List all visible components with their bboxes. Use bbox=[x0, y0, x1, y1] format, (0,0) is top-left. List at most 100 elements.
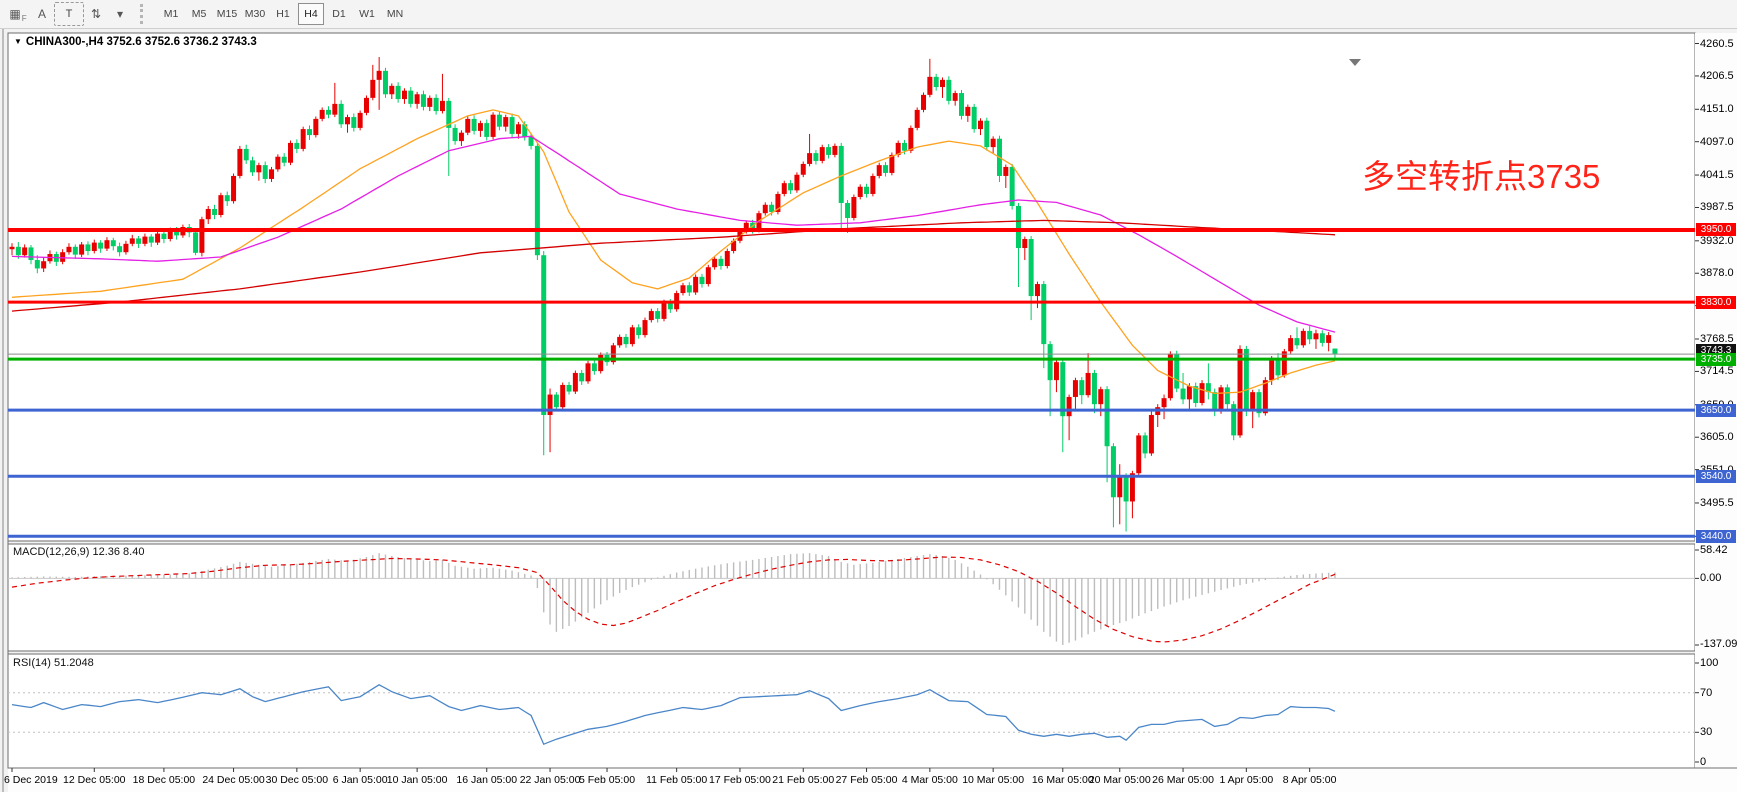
candle-body bbox=[401, 90, 407, 100]
candle-body bbox=[218, 195, 224, 215]
price-level-badge-3830.0: 3830.0 bbox=[1696, 295, 1736, 309]
candle-body bbox=[427, 97, 433, 107]
candle-body bbox=[1091, 372, 1097, 405]
candle-body bbox=[370, 79, 376, 98]
candle-body bbox=[446, 100, 452, 128]
candle-body bbox=[1212, 392, 1218, 412]
candle-body bbox=[522, 124, 528, 137]
time-tick-label: 10 Jan 05:00 bbox=[386, 774, 448, 786]
candle-body bbox=[91, 242, 97, 252]
candle-body bbox=[579, 372, 585, 382]
arrow-style-icon[interactable]: ⇅ bbox=[84, 2, 108, 26]
candle-body bbox=[1326, 335, 1332, 343]
timeframe-button-M5[interactable]: M5 bbox=[191, 8, 207, 20]
price-axis-strip[interactable] bbox=[1695, 33, 1737, 768]
candle-body bbox=[1275, 359, 1281, 376]
timeframe-button-M30[interactable]: M30 bbox=[244, 8, 266, 20]
candle-body bbox=[908, 127, 914, 151]
letter-a-icon[interactable]: A bbox=[30, 2, 54, 26]
ma-slow-darkred-line[interactable] bbox=[11, 219, 1336, 312]
timeframe-button-M1[interactable]: M1 bbox=[163, 8, 179, 20]
symbol-dropdown-icon[interactable]: ▼ bbox=[14, 37, 22, 46]
price-level-badge-3650.0: 3650.0 bbox=[1696, 403, 1736, 417]
price-tick-label: 3878.0 bbox=[1700, 267, 1734, 280]
candle-body bbox=[883, 165, 889, 173]
candle-body bbox=[1066, 396, 1072, 417]
candle-body bbox=[376, 70, 382, 80]
annotation-text: 多空转折点3735 bbox=[1362, 158, 1601, 195]
timeframe-button-W1[interactable]: W1 bbox=[359, 8, 375, 20]
candle-body bbox=[439, 100, 445, 112]
candle-body bbox=[800, 163, 806, 175]
candle-body bbox=[408, 90, 414, 104]
candle-body bbox=[1161, 398, 1167, 408]
timeframe-button-D1[interactable]: D1 bbox=[332, 8, 346, 20]
candle-body bbox=[167, 229, 173, 240]
candle-body bbox=[395, 85, 401, 100]
candle-body bbox=[319, 109, 325, 119]
candle-body bbox=[1218, 387, 1224, 412]
time-axis-strip[interactable] bbox=[8, 768, 1737, 792]
main-pane[interactable] bbox=[7, 32, 1696, 542]
candle-body bbox=[769, 204, 775, 212]
macd-pane[interactable] bbox=[7, 543, 1696, 652]
candle-body bbox=[458, 132, 464, 142]
candle-body bbox=[857, 186, 863, 197]
candle-body bbox=[433, 97, 439, 112]
candle-body bbox=[1104, 389, 1110, 447]
candle-body bbox=[971, 106, 977, 130]
candle-body bbox=[1041, 284, 1047, 345]
rsi-axis-label: 100 bbox=[1700, 657, 1719, 669]
toolbar-drag-handle[interactable] bbox=[140, 4, 149, 24]
price-level-badge-3440.0: 3440.0 bbox=[1696, 529, 1736, 543]
rsi-axis-label: 30 bbox=[1700, 726, 1713, 739]
candle-body bbox=[1136, 435, 1142, 474]
timeframe-button-MN[interactable]: MN bbox=[386, 8, 404, 20]
candle-body bbox=[1250, 392, 1256, 412]
ma-fast-orange-line[interactable] bbox=[11, 109, 1336, 395]
candle-body bbox=[9, 246, 15, 250]
candle-body bbox=[161, 233, 167, 240]
time-tick-label: 24 Dec 05:00 bbox=[202, 774, 265, 786]
candle-body bbox=[496, 114, 502, 127]
candle-body bbox=[22, 247, 28, 256]
candle-body bbox=[1034, 284, 1040, 297]
candle-body bbox=[838, 145, 844, 203]
candle-body bbox=[819, 147, 825, 161]
timeframe-button-M15[interactable]: M15 bbox=[216, 8, 238, 20]
timeframe-button-H1[interactable]: H1 bbox=[276, 8, 290, 20]
dropdown-caret-icon[interactable]: ▾ bbox=[108, 2, 132, 26]
time-tick-label: 12 Dec 05:00 bbox=[63, 774, 126, 786]
candle-body bbox=[642, 320, 648, 336]
candle-body bbox=[560, 384, 566, 408]
indicator-grid-icon[interactable]: ▦ F bbox=[6, 2, 30, 26]
candle-body bbox=[775, 193, 781, 212]
timeframe-button-H4[interactable]: H4 bbox=[298, 3, 324, 25]
candle-body bbox=[148, 236, 154, 243]
candle-body bbox=[781, 183, 787, 194]
candle-body bbox=[117, 246, 123, 253]
price-tick-label: 3495.5 bbox=[1700, 496, 1734, 509]
time-tick-label: 11 Feb 05:00 bbox=[646, 774, 708, 786]
dropdown-caret-icon-glyph: ▾ bbox=[116, 7, 124, 21]
candle-body bbox=[851, 196, 857, 218]
candle-body bbox=[718, 258, 724, 267]
macd-histogram bbox=[11, 553, 1336, 645]
candle-body bbox=[553, 394, 559, 408]
candle-body bbox=[591, 363, 597, 372]
chart-shift-marker-icon[interactable] bbox=[1349, 59, 1361, 66]
candle-body bbox=[959, 93, 964, 116]
candle-body bbox=[79, 244, 85, 255]
candle-body bbox=[832, 145, 838, 155]
candle-body bbox=[1167, 353, 1173, 399]
rsi-pane[interactable] bbox=[7, 653, 1696, 769]
candle-body bbox=[984, 120, 990, 148]
time-tick-label: 21 Feb 05:00 bbox=[772, 774, 835, 786]
macd-pane-label: MACD(12,26,9) 12.36 8.40 bbox=[13, 546, 145, 558]
candle-body bbox=[655, 311, 661, 319]
time-tick-label: 10 Mar 05:00 bbox=[962, 774, 1025, 786]
text-tool-icon[interactable]: T bbox=[54, 2, 84, 26]
candle-body bbox=[1148, 414, 1154, 454]
candle-body bbox=[1319, 333, 1325, 343]
chart-canvas[interactable] bbox=[0, 29, 1737, 792]
